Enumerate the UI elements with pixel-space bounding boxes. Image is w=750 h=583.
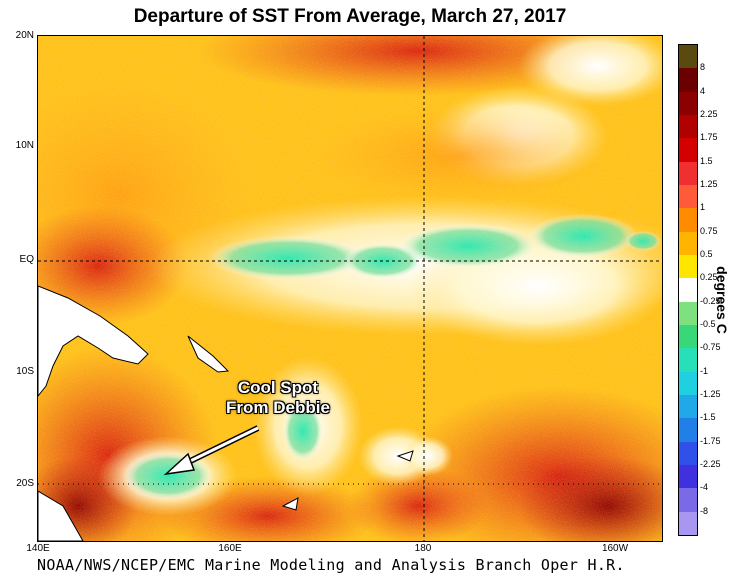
colorbar-tick-label: 0.5: [700, 249, 713, 259]
lat-label-10s: 10S: [16, 366, 34, 377]
colorbar-tick-label: 2.25: [700, 109, 718, 119]
colorbar-tick-label: -2.25: [700, 459, 721, 469]
land-islands: [187, 335, 230, 373]
colorbar-tick-label: -0.5: [700, 319, 716, 329]
colorbar-segment: [679, 441, 697, 466]
annotation-line1: Cool Spot: [237, 378, 319, 397]
colorbar-segment: [679, 231, 697, 256]
colorbar-tick-label: 0.25: [700, 272, 718, 283]
land-fiji: [396, 450, 414, 462]
colorbar-tick-label: 1.5: [700, 155, 713, 166]
colorbar-segment: [679, 115, 697, 139]
colorbar-tick-label: 1.75: [700, 132, 718, 143]
annotation-label: Cool Spot From Debbie: [226, 378, 330, 418]
annotation-line2: From Debbie: [226, 398, 330, 417]
colorbar-tick-label: 4: [700, 85, 706, 96]
colorbar-tick-label: -4: [700, 482, 709, 493]
colorbar-tick-label: -1.5: [700, 412, 716, 423]
colorbar-segment: [679, 371, 697, 396]
arrow-line: [177, 426, 259, 469]
lat-label-20n: 20N: [15, 30, 34, 41]
colorbar-segment: [679, 255, 697, 279]
colorbar-tick-label: -0.25: [700, 295, 721, 306]
colorbar-segment: [679, 45, 697, 69]
map-title: Departure of SST From Average, March 27,…: [133, 6, 567, 27]
colorbar-segment: [679, 465, 697, 489]
colorbar-segment: [679, 185, 697, 209]
sst-map-svg: [38, 36, 662, 541]
arrow-head: [163, 452, 196, 476]
colorbar-tick-label: -0.75: [700, 342, 721, 353]
colorbar-unit: degrees C: [714, 266, 730, 334]
colorbar: [678, 44, 698, 536]
land-australia: [38, 490, 84, 541]
land-new-caledonia: [281, 497, 299, 511]
lon-label-160e: 160E: [218, 543, 242, 554]
colorbar-tick-label: -1: [700, 365, 709, 376]
sst-anomaly-map: [37, 35, 663, 542]
colorbar-tick-label: 1: [700, 202, 706, 213]
lon-label-180: 180: [414, 543, 432, 554]
lon-label-160w: 160W: [601, 543, 629, 554]
colorbar-tick-label: 8: [700, 62, 706, 73]
colorbar-tick-label: -8: [700, 505, 709, 516]
land-papua: [38, 285, 149, 397]
lat-label-20s: 20S: [16, 478, 34, 489]
colorbar-tick-label: -1.75: [700, 435, 721, 446]
colorbar-segment: [679, 348, 697, 373]
colorbar-segment: [679, 301, 697, 326]
lon-label-140e: 140E: [26, 543, 50, 554]
colorbar-tick-label: 1.25: [700, 179, 718, 189]
footer-credit: NOAA/NWS/NCEP/EMC Marine Modeling and An…: [37, 556, 625, 574]
lat-label-10n: 10N: [15, 140, 34, 151]
colorbar-segment: [679, 488, 697, 513]
colorbar-segment: [679, 278, 697, 303]
colorbar-segment: [679, 68, 697, 93]
colorbar-segment: [679, 208, 697, 233]
colorbar-tick-label: 0.75: [700, 225, 718, 236]
colorbar-segment: [679, 395, 697, 419]
colorbar-segment: [679, 418, 697, 443]
colorbar-tick-label: -1.25: [700, 389, 721, 399]
lat-label-eq: EQ: [19, 254, 34, 265]
colorbar-segment: [679, 511, 697, 536]
colorbar-segment: [679, 161, 697, 186]
colorbar-segment: [679, 91, 697, 116]
colorbar-segment: [679, 138, 697, 163]
colorbar-segment: [679, 325, 697, 349]
